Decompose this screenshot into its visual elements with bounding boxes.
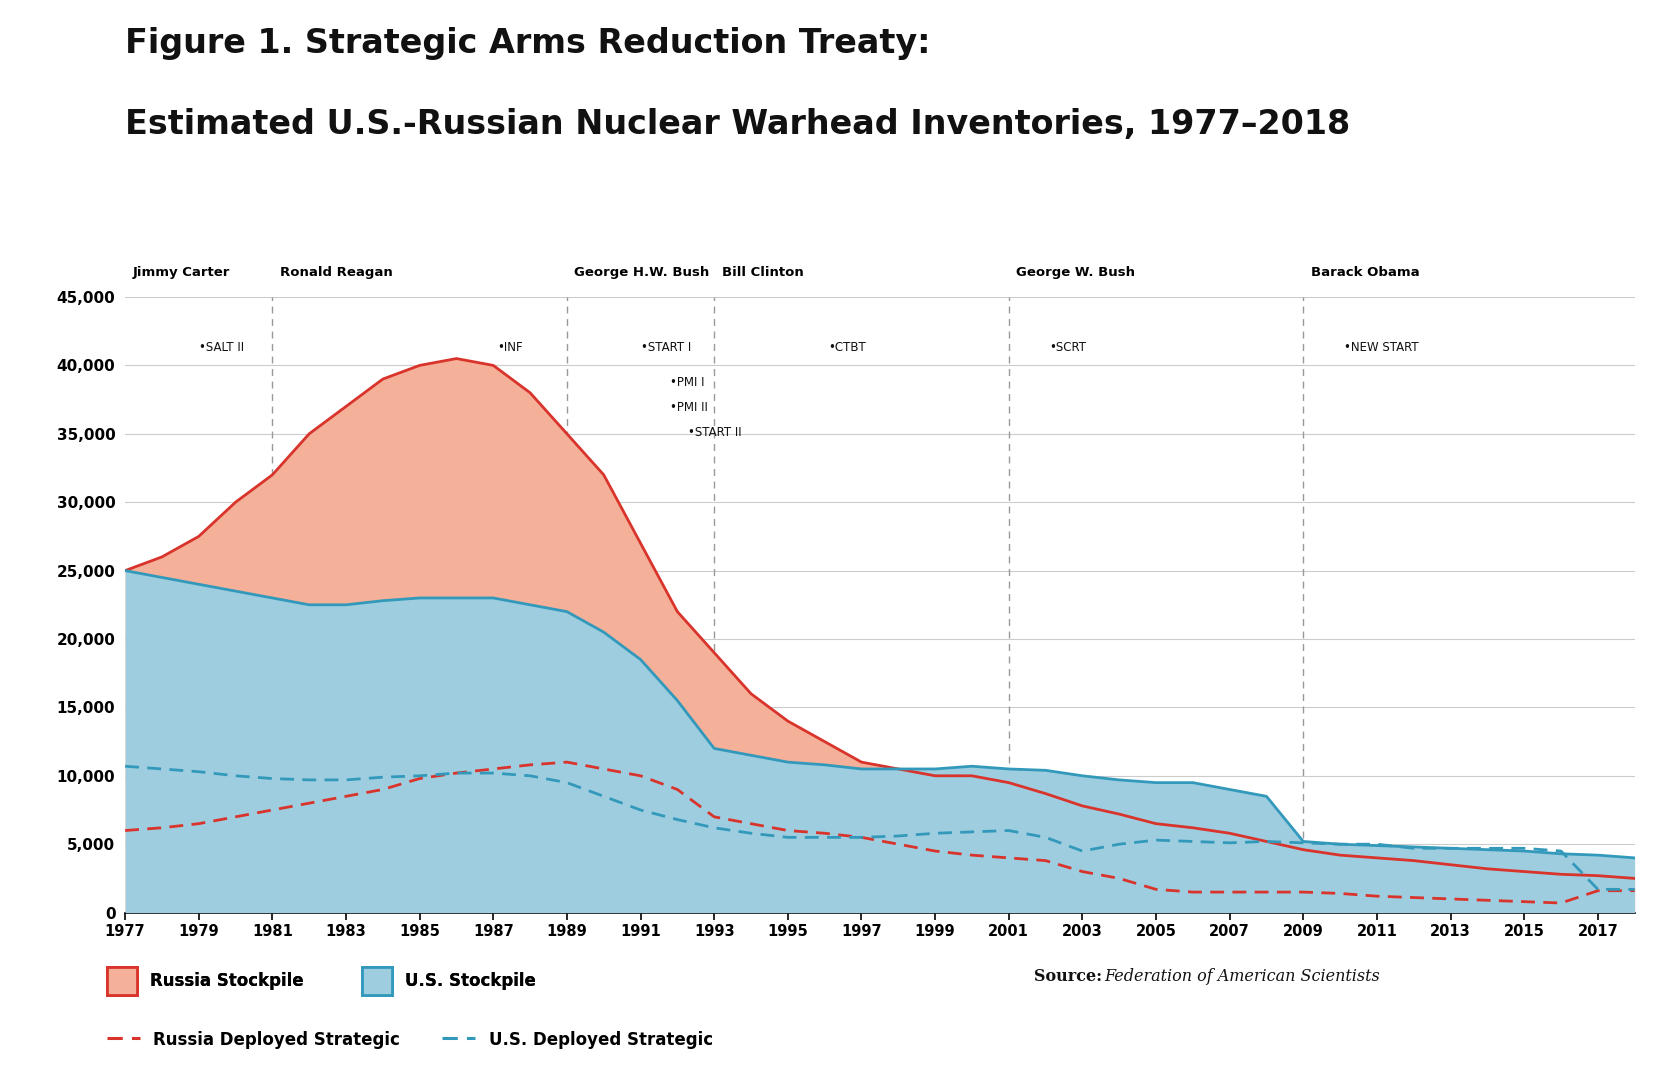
Text: George H.W. Bush: George H.W. Bush — [574, 266, 709, 279]
Text: •PMI I: •PMI I — [671, 376, 704, 390]
Text: •PMI II: •PMI II — [671, 401, 707, 414]
Text: •CTBT: •CTBT — [829, 341, 866, 354]
Text: George W. Bush: George W. Bush — [1016, 266, 1136, 279]
Text: •NEW START: •NEW START — [1344, 341, 1418, 354]
Text: •START II: •START II — [689, 426, 742, 438]
Text: •SCRT: •SCRT — [1049, 341, 1086, 354]
Text: Figure 1. Strategic Arms Reduction Treaty:: Figure 1. Strategic Arms Reduction Treat… — [125, 27, 931, 60]
Text: •START I: •START I — [641, 341, 691, 354]
Text: Barack Obama: Barack Obama — [1311, 266, 1419, 279]
Legend: Russia Deployed Strategic, U.S. Deployed Strategic: Russia Deployed Strategic, U.S. Deployed… — [100, 1024, 719, 1055]
Text: Federation of American Scientists: Federation of American Scientists — [1104, 968, 1379, 985]
Text: Source:: Source: — [1034, 968, 1103, 985]
Text: •INF: •INF — [497, 341, 522, 354]
Legend: Russia Stockpile, U.S. Stockpile: Russia Stockpile, U.S. Stockpile — [100, 960, 542, 1001]
Text: Bill Clinton: Bill Clinton — [722, 266, 804, 279]
Text: Ronald Reagan: Ronald Reagan — [280, 266, 392, 279]
Text: Jimmy Carter: Jimmy Carter — [132, 266, 230, 279]
Text: •SALT II: •SALT II — [198, 341, 244, 354]
Text: Estimated U.S.-Russian Nuclear Warhead Inventories, 1977–2018: Estimated U.S.-Russian Nuclear Warhead I… — [125, 108, 1351, 141]
